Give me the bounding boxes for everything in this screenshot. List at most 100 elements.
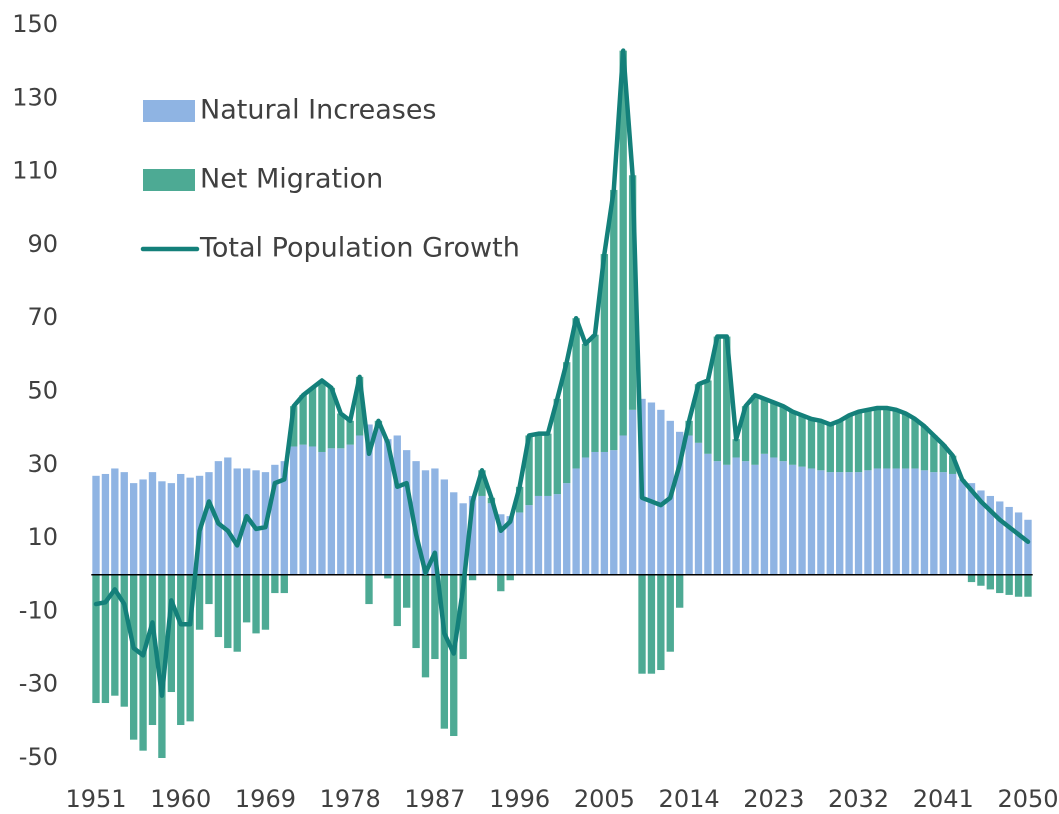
y-tick-label: 150 — [12, 10, 58, 38]
bar — [770, 402, 778, 458]
bar — [421, 574, 430, 678]
bar — [986, 495, 995, 575]
bar — [167, 574, 175, 693]
bar — [261, 574, 270, 630]
bar — [713, 461, 722, 575]
bar — [1014, 512, 1023, 575]
bar — [845, 415, 853, 473]
x-tick-label: 1996 — [489, 785, 550, 813]
legend-swatch — [143, 100, 195, 122]
bar — [788, 411, 797, 465]
bar — [205, 472, 213, 575]
bar — [271, 464, 279, 575]
x-tick-label: 1960 — [150, 785, 211, 813]
bar — [949, 473, 957, 575]
bar — [515, 512, 524, 575]
bar — [129, 574, 138, 740]
bar — [139, 574, 147, 751]
y-tick-label: -10 — [19, 596, 58, 624]
bar — [892, 409, 900, 469]
y-tick-label: 70 — [27, 303, 58, 331]
bar — [440, 574, 448, 729]
bar — [788, 464, 797, 575]
bar — [892, 468, 900, 575]
legend-label: Net Migration — [200, 164, 383, 195]
bar — [506, 574, 514, 581]
bar — [760, 398, 769, 454]
bar — [836, 420, 844, 473]
bar — [177, 574, 185, 726]
bar — [290, 446, 298, 575]
bar — [318, 380, 326, 452]
y-tick-label: 110 — [12, 157, 58, 185]
bar — [242, 574, 251, 623]
line-series — [93, 48, 1031, 698]
bar — [280, 461, 288, 575]
bar — [741, 406, 750, 462]
bar — [572, 318, 580, 469]
x-tick-label: 2005 — [574, 785, 635, 813]
bar — [581, 343, 590, 458]
bar — [628, 409, 637, 575]
bar — [883, 468, 891, 575]
bar — [148, 472, 157, 575]
bar — [186, 574, 194, 722]
bar — [873, 468, 882, 575]
bar — [271, 574, 279, 594]
bar — [694, 384, 703, 443]
bar — [346, 444, 354, 575]
bar — [233, 574, 241, 652]
bar — [506, 516, 514, 575]
bar — [544, 495, 552, 575]
bar — [996, 574, 1004, 594]
bar — [318, 451, 326, 575]
bar — [252, 574, 260, 634]
bar — [459, 574, 467, 660]
bar — [308, 387, 317, 447]
legend-label: Total Population Growth — [199, 233, 520, 264]
legend-swatch — [143, 169, 195, 191]
bar — [487, 503, 496, 575]
bar — [883, 407, 891, 469]
bar — [854, 411, 863, 473]
bar — [384, 439, 392, 575]
bar — [534, 495, 543, 575]
bar — [393, 435, 401, 575]
legend-label: Natural Increases — [200, 95, 437, 126]
bar — [402, 574, 411, 608]
bar — [337, 413, 345, 449]
bar — [676, 574, 684, 608]
y-tick-label: 130 — [12, 83, 58, 111]
bar — [901, 468, 910, 575]
bar — [92, 574, 100, 704]
bar — [864, 409, 872, 471]
bar — [525, 505, 533, 575]
bar — [308, 446, 317, 575]
bar — [440, 479, 448, 575]
bar — [553, 398, 561, 495]
x-tick-label: 1969 — [235, 785, 296, 813]
bar — [581, 457, 590, 575]
bar — [1005, 506, 1013, 575]
bar — [610, 189, 618, 451]
bar — [497, 574, 505, 592]
bar — [431, 468, 439, 575]
bar — [1024, 574, 1032, 597]
bar — [704, 453, 712, 575]
bar — [1014, 574, 1023, 597]
bar — [967, 574, 976, 583]
bar — [139, 479, 147, 575]
bar — [478, 495, 486, 575]
bar — [949, 455, 957, 474]
bar — [704, 380, 712, 454]
bar — [101, 574, 110, 704]
bar — [402, 450, 411, 575]
y-tick-label: 10 — [27, 523, 58, 551]
bar — [563, 362, 571, 484]
bar — [384, 574, 392, 579]
bar — [421, 470, 430, 575]
bar — [224, 574, 232, 649]
bar — [977, 490, 985, 575]
bar — [299, 444, 307, 575]
bar — [214, 574, 223, 638]
